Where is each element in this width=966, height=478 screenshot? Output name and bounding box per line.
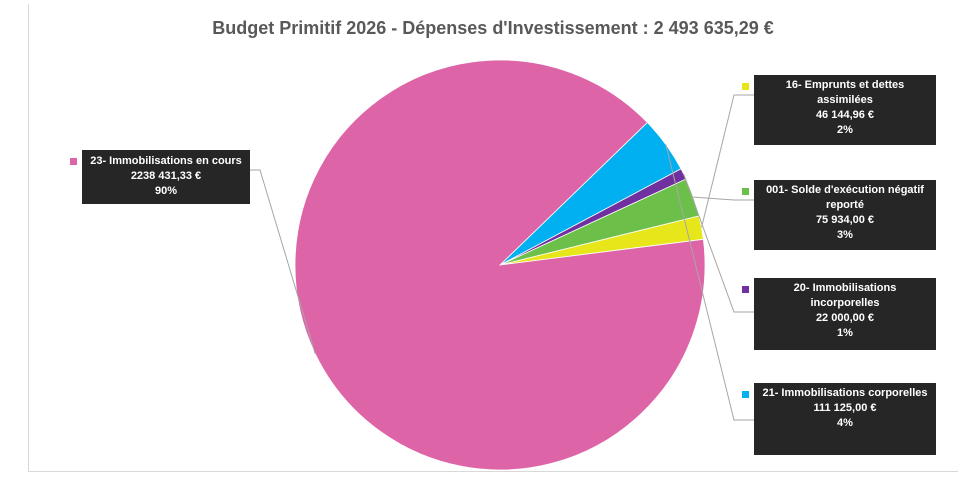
- label-name-emprunts: 16- Emprunts et dettes assimilées: [785, 79, 905, 106]
- label-value-emprunts: 46 144,96 €: [815, 109, 875, 121]
- legend-swatch-emprunts: [742, 83, 749, 90]
- pie-slice-en-cours: [294, 59, 706, 471]
- data-label-incorporelles: 20- Immobilisations incorporelles 22 000…: [742, 278, 936, 350]
- data-label-corporelles: 21- Immobilisations corporelles 111 125,…: [742, 383, 936, 455]
- leader-line-en-cours: [250, 169, 316, 354]
- label-value-corporelles: 111 125,00 €: [813, 402, 877, 414]
- leader-line-incorporelles: [683, 173, 754, 313]
- label-value-en-cours: 2238 431,33 €: [130, 170, 202, 182]
- label-name-en-cours: 23- Immobilisations en cours: [90, 155, 242, 167]
- label-value-incorporelles: 22 000,00 €: [815, 312, 875, 324]
- legend-swatch-corporelles: [742, 391, 749, 398]
- data-label-solde: 001- Solde d'exécution négatif reporté 7…: [742, 180, 936, 250]
- chart-title: Budget Primitif 2026 - Dépenses d'Invest…: [212, 18, 774, 38]
- label-value-solde: 75 934,00 €: [815, 214, 875, 226]
- data-label-emprunts: 16- Emprunts et dettes assimilées 46 144…: [742, 75, 936, 145]
- legend-swatch-solde: [742, 188, 749, 195]
- leader-line-emprunts: [701, 94, 754, 228]
- label-percent-corporelles: 4%: [837, 417, 853, 429]
- legend-swatch-en-cours: [70, 158, 77, 165]
- leader-line-corporelles: [665, 144, 754, 421]
- label-name-solde: 001- Solde d'exécution négatif reporté: [766, 184, 924, 211]
- label-percent-en-cours: 90%: [154, 185, 178, 197]
- chart-frame: [28, 4, 958, 472]
- data-label-en-cours: 23- Immobilisations en cours 2238 431,33…: [70, 150, 250, 204]
- label-name-incorporelles: 20- Immobilisations incorporelles: [793, 282, 897, 309]
- legend-swatch-incorporelles: [742, 286, 749, 293]
- label-percent-solde: 3%: [837, 229, 853, 241]
- leader-line-solde: [693, 196, 754, 201]
- label-percent-emprunts: 2%: [837, 124, 853, 136]
- label-name-corporelles: 21- Immobilisations corporelles: [762, 387, 928, 399]
- label-percent-incorporelles: 1%: [837, 327, 853, 339]
